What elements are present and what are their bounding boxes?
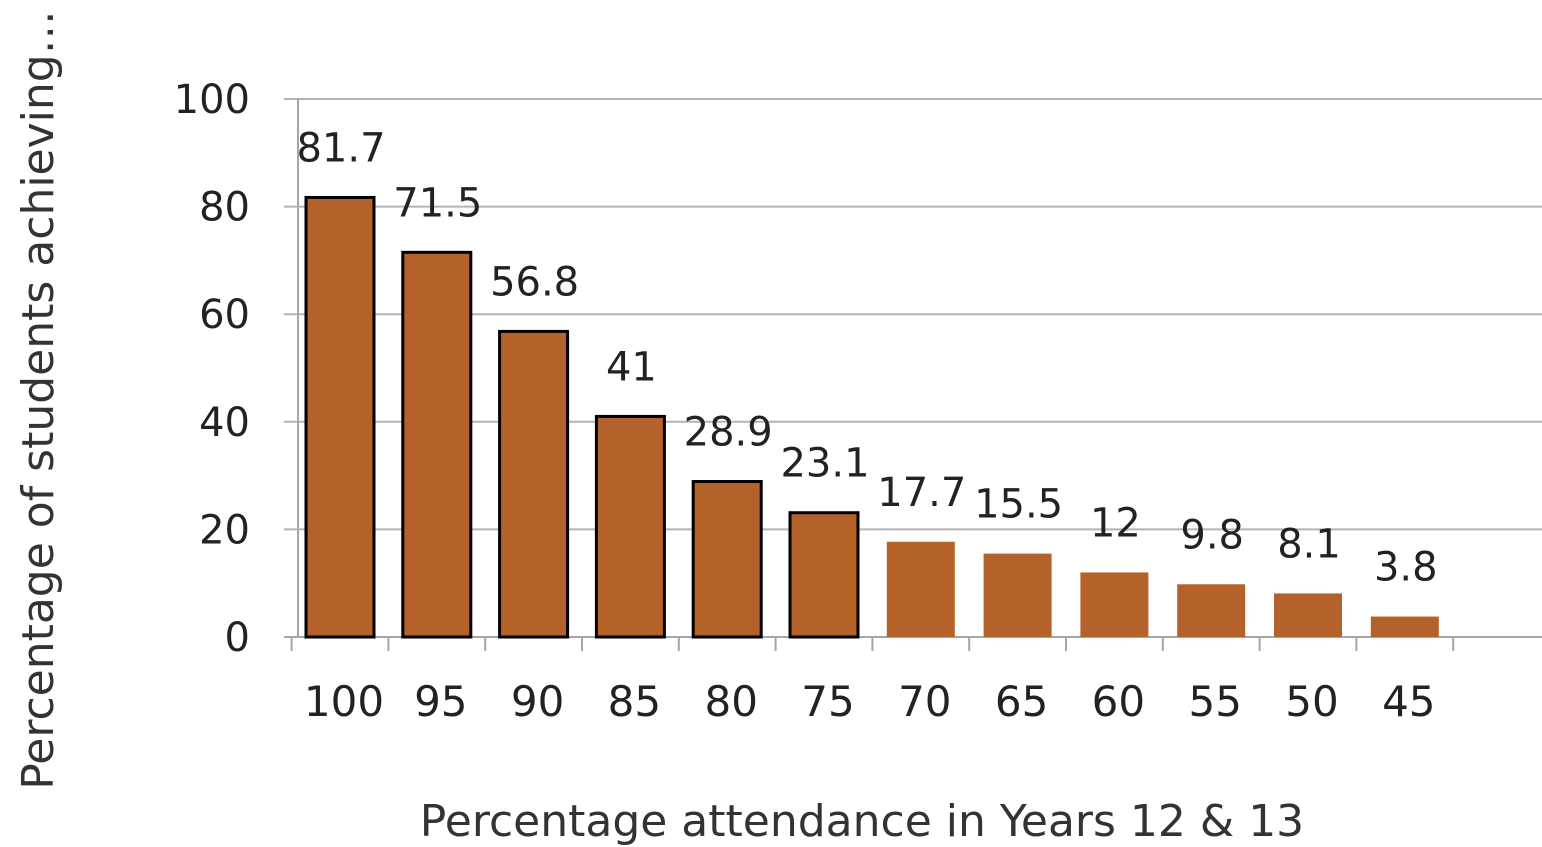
y-tick-label: 80 — [199, 185, 250, 231]
bar-80 — [691, 480, 763, 639]
x-tick-label-50: 50 — [1285, 677, 1338, 726]
data-label-45: 3.8 — [1374, 545, 1438, 591]
x-tick-label-75: 75 — [801, 677, 854, 726]
data-label-85: 41 — [606, 344, 657, 390]
data-label-90: 56.8 — [490, 259, 579, 305]
x-tick-label-85: 85 — [608, 677, 661, 726]
tick-labels: 0 20 40 60 80 100 100 95 90 85 80 75 70 65 60 55 50 45 — [174, 77, 1436, 726]
bars — [304, 195, 1439, 639]
y-tick-label: 60 — [199, 292, 250, 338]
data-label-100: 81.7 — [296, 125, 385, 171]
bar-100 — [304, 195, 376, 639]
bar-65 — [983, 553, 1052, 637]
data-label-75: 23.1 — [780, 441, 869, 487]
y-tick-label: 100 — [174, 77, 250, 123]
bar-85 — [594, 414, 666, 639]
bar-50 — [1274, 593, 1342, 637]
x-tick-label-45: 45 — [1382, 677, 1435, 726]
x-tick-label-100: 100 — [304, 677, 384, 726]
x-tick-label-90: 90 — [511, 677, 564, 726]
data-label-65: 15.5 — [974, 482, 1063, 528]
bar-95 — [401, 250, 473, 639]
x-tick-label-70: 70 — [898, 677, 951, 726]
x-tick-label-60: 60 — [1092, 677, 1145, 726]
y-tick-label: 0 — [225, 615, 250, 661]
bar-70 — [886, 541, 955, 637]
bar-55 — [1177, 584, 1246, 637]
bar-60 — [1080, 572, 1149, 637]
bar-90 — [498, 329, 570, 639]
data-label-80: 28.9 — [684, 410, 773, 456]
x-tick-label-55: 55 — [1188, 677, 1241, 726]
data-label-70: 17.7 — [877, 470, 966, 516]
data-labels: 81.771.556.8 41 28.923.117.7 15.5 12 9.8 8.1 3.… — [296, 125, 1437, 590]
y-tick-label: 20 — [199, 507, 250, 553]
data-label-60: 12 — [1090, 500, 1141, 546]
x-tick-label-65: 65 — [995, 677, 1048, 726]
bar-45 — [1370, 616, 1439, 637]
y-tick-label: 40 — [199, 400, 250, 446]
x-axis-title: Percentage attendance in Years 12 & 13 — [420, 796, 1304, 847]
x-tick-label-95: 95 — [414, 677, 467, 726]
data-label-55: 9.8 — [1180, 512, 1244, 558]
x-tick-label-80: 80 — [704, 677, 757, 726]
data-label-50: 8.1 — [1277, 521, 1341, 567]
y-axis-title: Percentage of students achieving… — [13, 10, 64, 789]
data-label-95: 71.5 — [393, 180, 482, 226]
bar-75 — [788, 511, 860, 639]
gridlines — [284, 98, 1542, 531]
